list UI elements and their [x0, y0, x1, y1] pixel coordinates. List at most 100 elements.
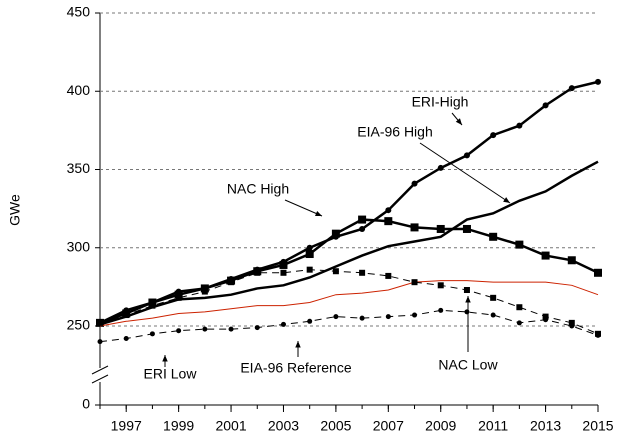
- point: [385, 272, 392, 279]
- annotation: ERI Low: [144, 366, 198, 382]
- y-tick-label: 300: [67, 238, 91, 254]
- point: [490, 132, 497, 139]
- arrow-head: [315, 210, 322, 216]
- point: [463, 152, 470, 159]
- point: [489, 232, 498, 241]
- y-tick-label: 250: [67, 317, 91, 333]
- point: [359, 269, 366, 276]
- point: [148, 298, 157, 307]
- point: [97, 319, 103, 326]
- point: [123, 336, 129, 342]
- point: [359, 315, 365, 321]
- x-tick-label: 2007: [373, 418, 404, 434]
- point: [462, 224, 471, 233]
- point: [595, 330, 601, 337]
- point: [280, 321, 286, 327]
- series-line: [99, 160, 599, 326]
- arrow-head: [503, 197, 510, 203]
- annotation-arrow: [284, 199, 323, 217]
- point: [174, 290, 183, 299]
- point: [490, 294, 497, 301]
- annotation: EIA-96 High: [357, 124, 432, 140]
- x-tick-label: 2015: [582, 418, 613, 434]
- point: [385, 314, 391, 320]
- x-tick-label: 1999: [163, 418, 194, 434]
- point: [149, 331, 155, 337]
- arrow-head: [455, 118, 462, 125]
- point: [201, 288, 208, 295]
- axis-break: [91, 374, 109, 384]
- point: [567, 256, 576, 265]
- point: [305, 250, 314, 259]
- point: [384, 217, 393, 226]
- x-tick-label: 2003: [268, 418, 299, 434]
- point: [410, 223, 419, 232]
- point: [542, 102, 549, 109]
- point: [438, 307, 444, 313]
- point: [306, 266, 313, 273]
- y-tick-label: 450: [67, 4, 91, 20]
- point: [463, 287, 470, 294]
- point: [437, 282, 444, 289]
- point: [307, 318, 313, 324]
- point: [200, 284, 209, 293]
- x-tick-label: 1997: [111, 418, 142, 434]
- x-tick-label: 2011: [478, 418, 508, 434]
- x-tick-label: 2013: [530, 418, 561, 434]
- series-line: [99, 269, 599, 335]
- point: [412, 312, 418, 318]
- annotation: NAC Low: [438, 357, 498, 373]
- axis-break: [91, 365, 109, 375]
- annotation: EIA-96 Reference: [240, 360, 351, 376]
- point: [331, 229, 340, 238]
- arrow-head: [295, 341, 301, 348]
- series-line: [99, 280, 599, 327]
- point: [333, 314, 339, 320]
- point: [411, 180, 418, 187]
- annotation: ERI-High: [412, 94, 469, 110]
- point: [516, 122, 523, 129]
- point: [437, 164, 444, 171]
- x-tick-label: 2009: [425, 418, 456, 434]
- point: [515, 240, 524, 249]
- point: [280, 269, 287, 276]
- x-tick-label: 2005: [320, 418, 351, 434]
- arrow-head: [162, 355, 168, 362]
- arrow-head: [465, 296, 471, 303]
- y-tick-label: 0: [82, 396, 90, 412]
- series-line: [99, 80, 599, 324]
- point: [149, 302, 156, 309]
- point: [385, 207, 392, 214]
- point: [595, 78, 601, 85]
- point: [358, 215, 367, 224]
- annotation: NAC High: [227, 181, 289, 197]
- point: [306, 244, 313, 251]
- point: [542, 313, 549, 320]
- point: [568, 319, 575, 326]
- point: [279, 260, 288, 269]
- point: [359, 225, 366, 232]
- point: [176, 328, 182, 334]
- point: [97, 339, 103, 345]
- point: [123, 312, 130, 319]
- x-tick-label: 2001: [215, 418, 246, 434]
- point: [228, 326, 234, 332]
- point: [490, 312, 496, 318]
- point: [516, 304, 523, 311]
- point: [594, 268, 602, 277]
- point: [436, 224, 445, 233]
- point: [332, 268, 339, 275]
- point: [254, 269, 261, 276]
- point: [411, 279, 418, 286]
- point: [254, 325, 260, 331]
- point: [202, 326, 208, 332]
- point: [228, 279, 235, 286]
- y-tick-label: 400: [67, 82, 91, 98]
- point: [175, 294, 182, 301]
- point: [541, 251, 550, 260]
- series-line: [99, 218, 599, 325]
- point: [568, 85, 575, 92]
- y-tick-label: 350: [67, 160, 91, 176]
- point: [464, 309, 470, 315]
